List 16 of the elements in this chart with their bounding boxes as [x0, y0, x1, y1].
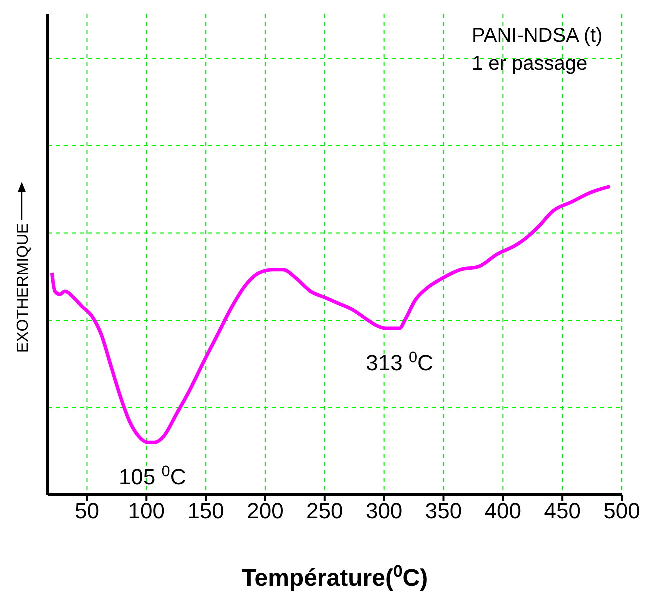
annotation: 105 $^{0}$C — [118, 463, 186, 490]
annotation: 313 $^{0}$C — [366, 349, 434, 376]
x-tick-label: 400 — [484, 498, 522, 524]
x-tick-label: 250 — [306, 498, 344, 524]
text: 1 er passage — [472, 53, 588, 75]
x-tick-label: 350 — [425, 498, 462, 524]
x-tick-label: 450 — [544, 498, 581, 524]
x-tick-label: 300 — [366, 498, 403, 524]
x-tick-label: 150 — [188, 498, 224, 524]
x-axis-title: Température($^{0}$C) — [242, 562, 428, 592]
text: PANI-NDSA (t) — [472, 25, 603, 47]
y-axis-title: EXOTHERMIQUE — [15, 223, 32, 354]
x-tick-label: 100 — [128, 498, 165, 524]
x-tick-label: 50 — [74, 498, 100, 524]
x-tick-label: 500 — [604, 498, 640, 524]
x-tick-label: 200 — [247, 498, 284, 524]
